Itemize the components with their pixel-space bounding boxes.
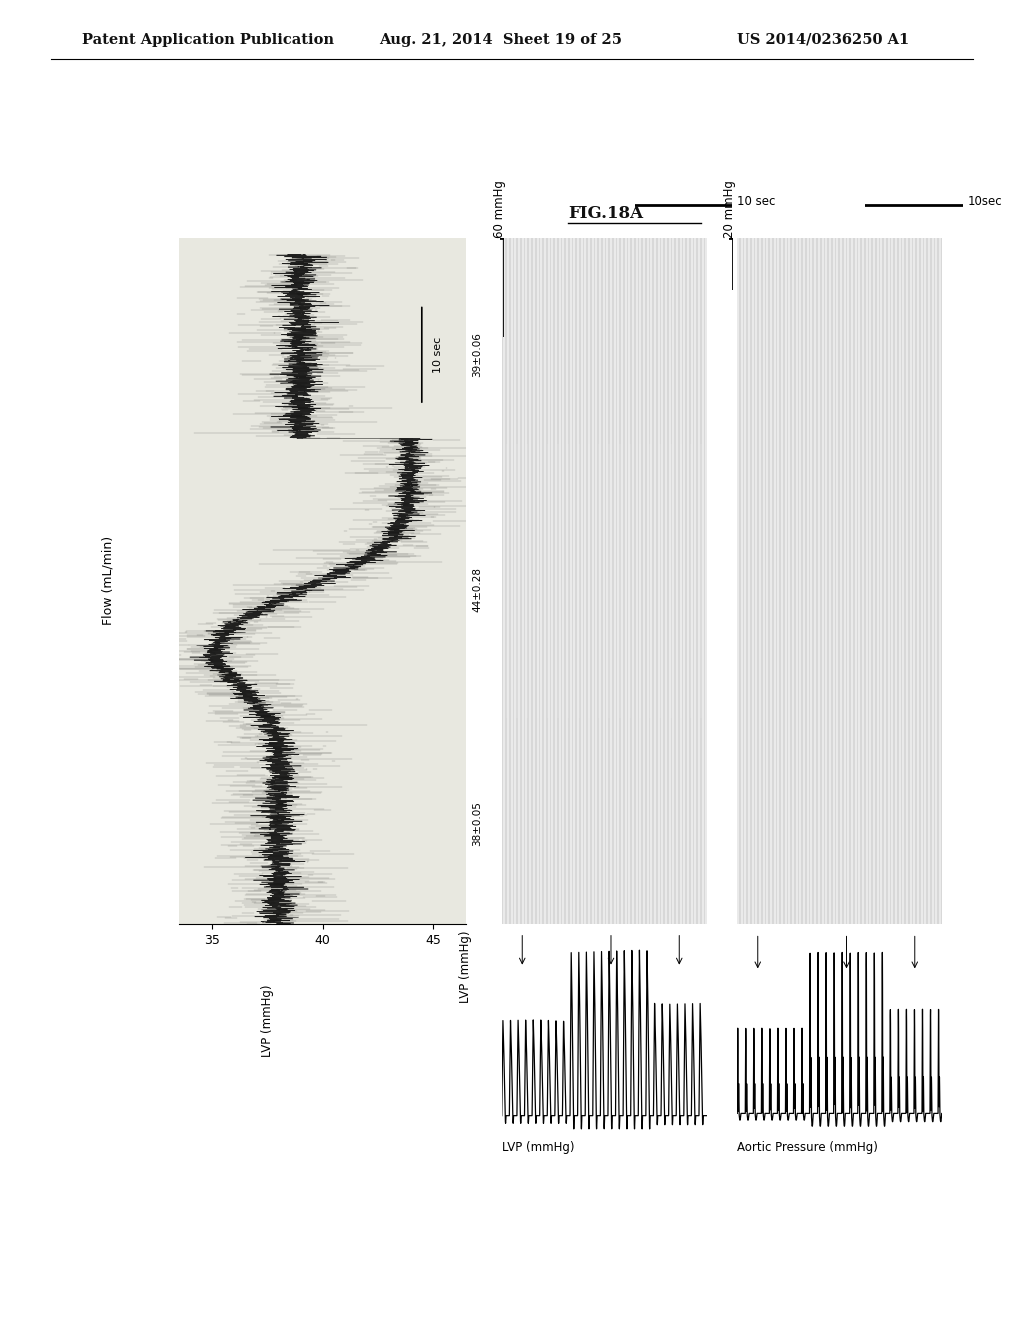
- Text: 60 mmHg: 60 mmHg: [494, 180, 506, 238]
- Text: 20 mmHg: 20 mmHg: [723, 180, 735, 238]
- Text: 10 sec: 10 sec: [433, 337, 442, 374]
- Text: FIG.18A: FIG.18A: [568, 205, 643, 222]
- Text: 10sec: 10sec: [968, 194, 1002, 207]
- Text: 38±0.05: 38±0.05: [472, 801, 482, 846]
- Text: 39±0.06: 39±0.06: [472, 333, 482, 378]
- Text: Flow (mL/min): Flow (mL/min): [101, 536, 114, 626]
- Text: 10 sec: 10 sec: [737, 194, 775, 207]
- Text: Aug. 21, 2014  Sheet 19 of 25: Aug. 21, 2014 Sheet 19 of 25: [379, 33, 622, 46]
- Text: Patent Application Publication: Patent Application Publication: [82, 33, 334, 46]
- Text: LVP (mmHg): LVP (mmHg): [460, 931, 472, 1003]
- Text: LVP (mmHg): LVP (mmHg): [261, 985, 274, 1057]
- Text: LVP (mmHg): LVP (mmHg): [502, 1140, 574, 1154]
- Text: Aortic Pressure (mmHg): Aortic Pressure (mmHg): [737, 1140, 879, 1154]
- Text: US 2014/0236250 A1: US 2014/0236250 A1: [737, 33, 909, 46]
- Text: 44±0.28: 44±0.28: [472, 566, 482, 611]
